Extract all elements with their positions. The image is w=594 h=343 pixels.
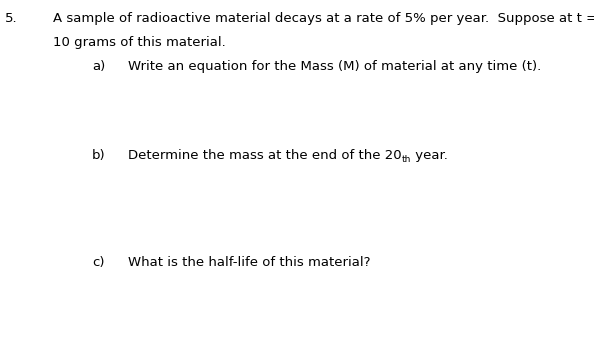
Text: Write an equation for the Mass (M) of material at any time (t).: Write an equation for the Mass (M) of ma… bbox=[128, 60, 541, 73]
Text: c): c) bbox=[92, 256, 105, 269]
Text: 5.: 5. bbox=[5, 12, 17, 25]
Text: What is the half-life of this material?: What is the half-life of this material? bbox=[128, 256, 370, 269]
Text: th: th bbox=[402, 155, 410, 164]
Text: b): b) bbox=[92, 149, 106, 162]
Text: a): a) bbox=[92, 60, 105, 73]
Text: A sample of radioactive material decays at a rate of 5% per year.  Suppose at t : A sample of radioactive material decays … bbox=[53, 12, 594, 25]
Text: Determine the mass at the end of the 20: Determine the mass at the end of the 20 bbox=[128, 149, 402, 162]
Text: 10 grams of this material.: 10 grams of this material. bbox=[53, 36, 226, 49]
Text: year.: year. bbox=[410, 149, 448, 162]
